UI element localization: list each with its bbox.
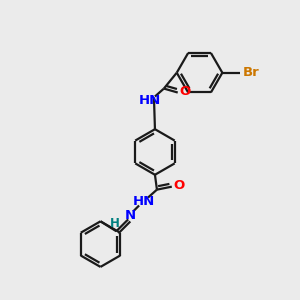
- Text: O: O: [180, 85, 191, 98]
- Text: HN: HN: [133, 195, 155, 208]
- Text: H: H: [110, 217, 119, 230]
- Text: HN: HN: [139, 94, 161, 107]
- Text: Br: Br: [243, 66, 260, 79]
- Text: O: O: [174, 179, 185, 192]
- Text: N: N: [124, 209, 136, 222]
